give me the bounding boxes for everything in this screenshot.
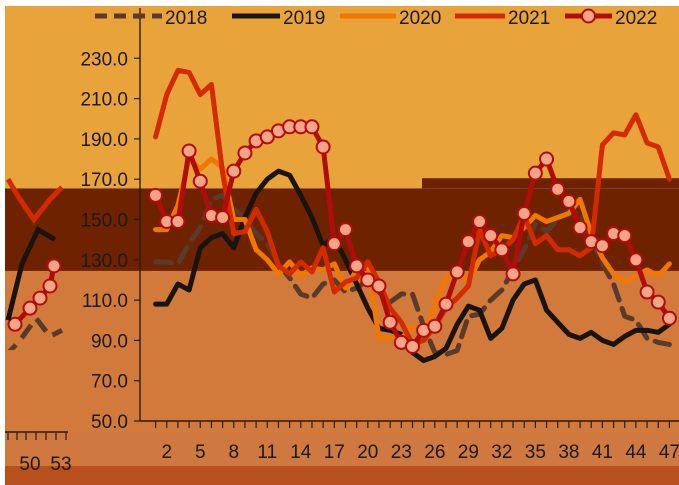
inset-point-2022 (7, 316, 23, 332)
y-tick-label: 50.0 (91, 412, 128, 433)
series-point-2022 (382, 314, 398, 330)
series-point-2022 (226, 163, 242, 179)
x-tick-label: 8 (228, 442, 239, 463)
series-point-2022 (371, 278, 387, 294)
inset-line-2021 (5, 177, 64, 224)
series-point-2022 (472, 214, 488, 230)
series-point-2022 (661, 310, 677, 326)
legend: 2018 2019 2020 2021 2022 (95, 8, 657, 29)
series-point-2022 (315, 139, 331, 155)
inset-point-2022 (32, 290, 48, 306)
series-point-2022 (405, 338, 420, 354)
series-point-2022 (449, 264, 465, 280)
y-tick-label: 90.0 (91, 331, 128, 352)
series-point-2022 (572, 220, 588, 236)
background-band-top (5, 6, 679, 188)
series-point-2022 (639, 284, 655, 300)
x-tick-label: 11 (257, 442, 277, 463)
series-point-2022 (337, 222, 353, 238)
dark-band-right-patch (422, 178, 679, 189)
y-tick-label: 130.0 (80, 251, 128, 272)
series-point-2022 (215, 209, 231, 225)
series-line-2020 (153, 156, 672, 341)
series-point-2022 (628, 252, 644, 268)
background-band-mid (5, 268, 679, 433)
series-point-2022 (516, 205, 532, 221)
legend-label-2021: 2021 (508, 8, 550, 29)
tick-labels: 50.0 70.0 90.0 110.0 130.0 150.0 170.0 190.0 210… (19, 49, 679, 475)
legend-marker-2022 (581, 8, 596, 24)
y-tick-label: 150.0 (80, 211, 128, 232)
series-point-2022 (505, 266, 521, 282)
inset-point-2022 (46, 258, 62, 274)
x-tick-label: 38 (558, 442, 579, 463)
x-tick-label: 32 (491, 442, 512, 463)
x-tick-label: 20 (357, 442, 378, 463)
y-tick-label: 170.0 (80, 170, 128, 191)
inset-point-2022 (22, 300, 38, 316)
x-tick-label: 29 (458, 442, 479, 463)
y-tick-label: 190.0 (80, 130, 128, 151)
series-point-2022 (494, 242, 510, 258)
legend-label-2018: 2018 (165, 8, 207, 29)
x-tick-label: 2 (161, 442, 172, 463)
inset-x-tick-label: 53 (50, 454, 71, 475)
series-point-2022 (594, 238, 610, 254)
series-point-2022 (148, 187, 164, 203)
series-point-2022 (438, 296, 454, 312)
series-point-2022 (527, 165, 543, 181)
x-tick-label: 5 (195, 442, 206, 463)
inset-point-2022 (42, 278, 58, 294)
series-group (148, 67, 677, 364)
x-tick-label: 17 (324, 442, 345, 463)
legend-label-2019: 2019 (283, 8, 325, 29)
legend-label-2020: 2020 (399, 8, 441, 29)
inset-x-tick-label: 50 (19, 454, 40, 475)
series-point-2022 (170, 214, 186, 230)
series-point-2022 (360, 272, 376, 288)
series-point-2022 (427, 318, 443, 334)
x-tick-label: 35 (525, 442, 546, 463)
series-point-2022 (326, 236, 342, 252)
y-tick-label: 230.0 (80, 49, 128, 70)
series-point-2022 (539, 151, 555, 167)
series-point-2022 (483, 228, 499, 244)
inset-line-2019 (5, 226, 57, 321)
series-point-2022 (349, 258, 365, 274)
left-inset-series (5, 177, 64, 350)
x-tick-label: 23 (391, 442, 412, 463)
y-tick-label: 110.0 (82, 291, 128, 312)
series-point-2022 (181, 143, 197, 159)
series-point-2022 (617, 228, 633, 244)
series-point-2022 (460, 234, 476, 250)
y-tick-label: 70.0 (91, 372, 128, 393)
series-point-2022 (192, 173, 208, 189)
legend-label-2022: 2022 (615, 8, 657, 29)
x-tick-label: 26 (424, 442, 445, 463)
background-band-base (5, 466, 679, 485)
x-tick-label: 41 (592, 442, 613, 463)
series-point-2022 (259, 129, 275, 145)
series-point-2022 (304, 119, 320, 135)
series-point-2022 (550, 181, 566, 197)
x-tick-label: 44 (625, 442, 647, 463)
x-tick-label: 14 (290, 442, 312, 463)
inset-line-2018 (7, 314, 64, 350)
series-point-2022 (650, 294, 666, 310)
x-tick-label: 47 (659, 442, 679, 463)
y-tick-label: 210.0 (80, 90, 128, 111)
axes (5, 8, 679, 440)
series-point-2022 (237, 145, 253, 161)
series-point-2022 (561, 193, 577, 209)
